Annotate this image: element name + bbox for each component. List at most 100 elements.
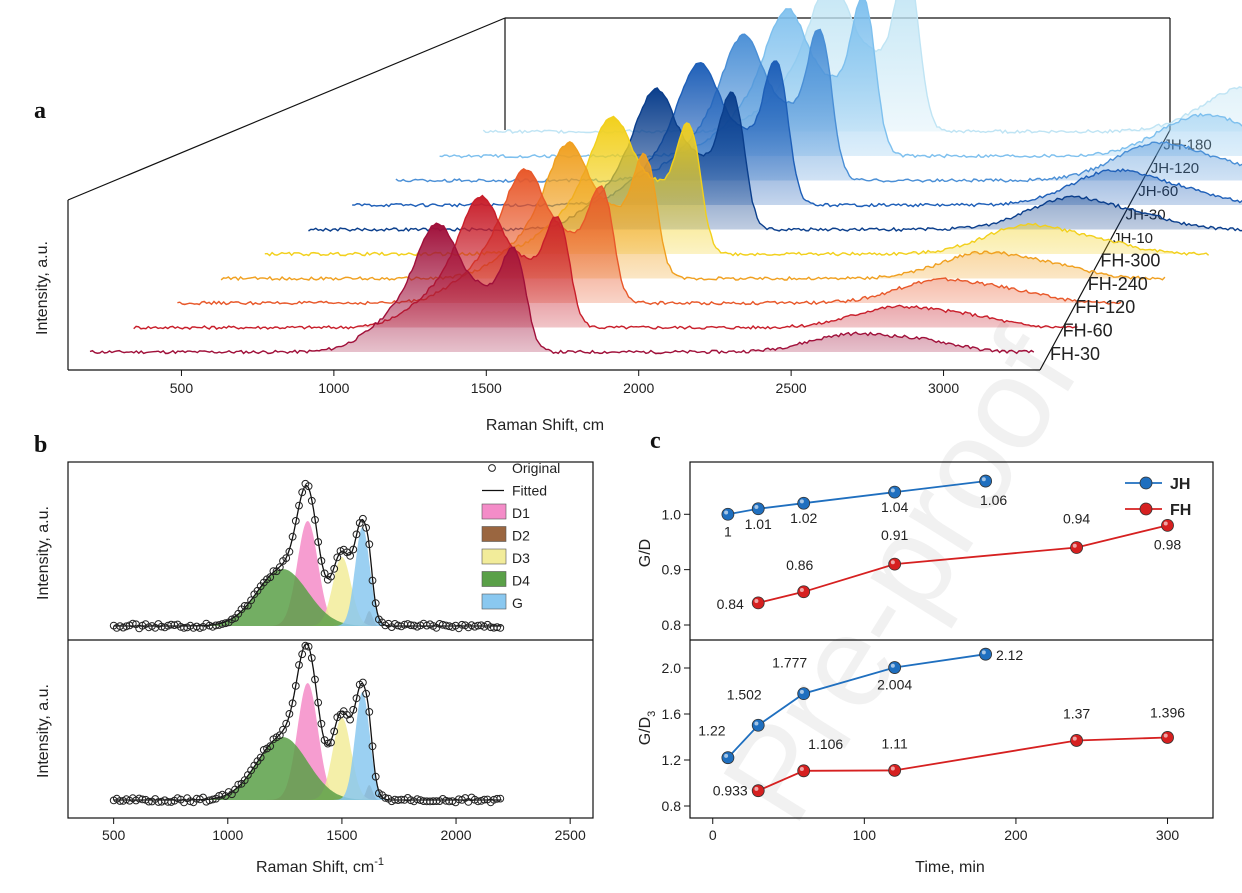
band-D4 [182,737,383,800]
x-tick-label: 2500 [555,827,586,843]
original-point [349,705,358,714]
original-point [327,572,335,581]
data-point-JH [751,718,765,732]
original-point [234,780,243,789]
original-point [307,496,316,505]
original-point [496,794,505,803]
original-point [330,564,339,573]
data-point-FH [1161,731,1174,744]
band-D1 [266,683,349,800]
data-point-JH [888,485,902,499]
x-tick-label: 1500 [326,827,357,843]
original-point [458,620,466,629]
original-point [352,694,361,703]
original-point [291,517,300,525]
point-highlight [754,786,759,791]
data-label-FH: 0.86 [786,557,813,573]
data-point-JH [888,661,902,674]
legend-swatch-D4 [481,571,507,587]
legend-marker-original [488,464,496,472]
x-axis-label-sup: -1 [374,856,384,868]
panel-a: a 500 1000 1500 2000 2500 3000 Raman Shift, cm I… [34,0,1242,434]
legend-label-Original: Original [512,460,560,476]
original-point [256,753,265,762]
band-G [333,527,392,626]
original-point [285,547,294,556]
original-point [346,715,355,724]
original-point [247,596,256,605]
original-point [314,538,323,546]
data-point-JH [721,507,735,521]
data-label-FH: 0.84 [717,596,744,612]
y-axis-label-bottom: G/D3 [637,711,658,746]
original-point [275,563,284,572]
point-highlight [890,560,895,565]
original-point [279,725,287,734]
original-point [186,797,195,806]
data-point-JH [797,496,811,510]
data-point-FH [751,784,765,798]
data-label-JH: 1.22 [698,723,725,739]
original-point [240,602,249,610]
original-point [282,554,291,562]
data-point-JH [979,647,993,661]
point-highlight [754,721,759,726]
panel-b-letter: b [34,432,47,458]
box-edge [67,17,506,201]
point-highlight [890,488,895,493]
point-highlight [1163,521,1168,526]
band-D4 [182,569,383,626]
data-label-FH: 0.98 [1154,536,1181,552]
data-label-JH: 1.02 [790,510,817,526]
series-label-FH-240: FH-240 [1088,274,1148,294]
original-point [327,738,335,747]
original-point [196,624,204,632]
point-highlight [754,599,759,604]
data-label-FH: 0.94 [1063,511,1090,527]
point-highlight [799,587,804,592]
band-G [333,692,392,800]
panel-c-letter: c [650,428,661,454]
x-tick-label: 500 [170,380,194,396]
series-label-FH-30: FH-30 [1050,344,1100,364]
original-point [301,641,310,650]
original-point [365,708,374,716]
legend-label-Fitted: Fitted [512,483,547,499]
original-point [381,794,390,802]
spectrum-line-FH-60 [133,194,1078,330]
legend-marker-JH [1139,476,1153,490]
original-point [304,642,313,651]
original-point [144,797,153,806]
x-axis-label: Raman Shift, cm-1 [256,856,384,876]
point-highlight [724,510,729,515]
x-tick-label: 2500 [776,380,807,396]
band-D3 [305,557,379,626]
data-label-JH: 1.04 [881,499,908,515]
point-highlight [1072,543,1077,548]
point-highlight [1163,733,1168,738]
x-tick-label: 1000 [212,827,243,843]
legend-marker-FH [1139,502,1153,516]
legend-label-D4: D4 [512,573,530,589]
original-point [359,514,367,523]
point-highlight [799,499,804,504]
x-axis-label: Raman Shift, cm [486,417,604,434]
y-tick-label: 1.0 [662,506,682,522]
original-point [288,532,297,541]
original-point [371,772,380,781]
x-tick-label: 0 [709,827,717,843]
original-point [362,689,371,698]
data-label-FH: 0.91 [881,527,908,543]
series-label-FH-120: FH-120 [1075,297,1135,317]
watermark: Pre-proof [694,307,1105,845]
point-highlight [890,663,895,668]
original-point [298,650,307,659]
x-tick-label: 1500 [471,380,502,396]
band-D1 [266,521,349,626]
data-point-JH [979,474,993,488]
original-point [122,622,131,631]
point-highlight [799,689,804,694]
original-point [298,488,307,497]
original-point [266,742,275,751]
